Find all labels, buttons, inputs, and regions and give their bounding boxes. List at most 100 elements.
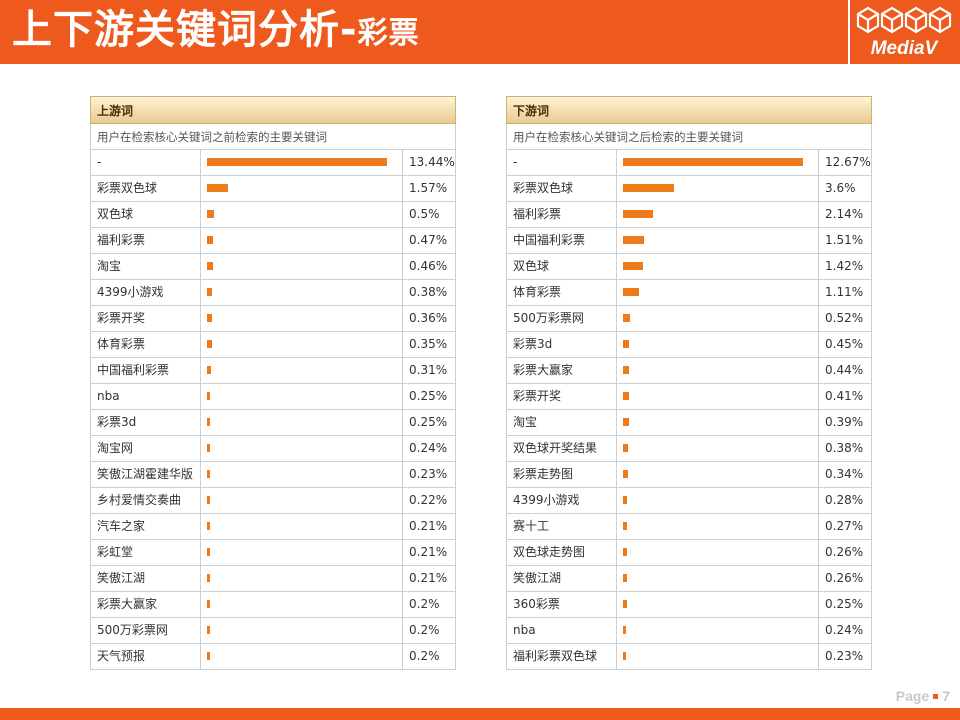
table-row: 淘宝 0.39% [506,410,872,436]
table-row: 笑傲江湖霍建华版 0.23% [90,462,456,488]
logo-text: MediaV [870,38,938,59]
percent-bar [623,392,629,400]
bar-cell [201,384,403,409]
percent-bar [207,288,212,296]
keyword-cell: 双色球 [91,202,201,227]
bar-cell [617,488,819,513]
keyword-cell: 4399小游戏 [507,488,617,513]
bar-cell [617,358,819,383]
bar-cell [617,332,819,357]
percent-cell: 12.67% [825,155,871,169]
percent-cell: 0.26% [825,545,864,559]
percent-cell: 0.24% [825,623,864,637]
table-row: 彩票大赢家 0.44% [506,358,872,384]
keyword-cell: 笑傲江湖霍建华版 [91,462,201,487]
table-row: 淘宝 0.46% [90,254,456,280]
table-row: 笑傲江湖 0.26% [506,566,872,592]
bar-cell [617,462,819,487]
bar-cell [201,462,403,487]
percent-bar [623,600,627,608]
bar-cell [617,410,819,435]
bar-cell [201,566,403,591]
logo-divider [848,0,850,64]
table-row: 双色球 0.5% [90,202,456,228]
percent-bar [207,392,210,400]
percent-cell: 0.52% [825,311,864,325]
header-bar [0,0,960,64]
bar-cell [201,202,403,227]
keyword-cell: 彩虹堂 [91,540,201,565]
bar-cell [201,644,403,669]
percent-cell: 2.14% [825,207,864,221]
keyword-cell: 彩票3d [507,332,617,357]
percent-bar [207,574,210,582]
table-row: - 12.67% [506,150,872,176]
table-row: 彩虹堂 0.21% [90,540,456,566]
table-row: 彩票双色球 3.6% [506,176,872,202]
table-row: 淘宝网 0.24% [90,436,456,462]
percent-bar [623,210,653,218]
table-row: 天气预报 0.2% [90,644,456,670]
table-row: 体育彩票 1.11% [506,280,872,306]
keyword-cell: - [507,150,617,175]
percent-cell: 3.6% [825,181,856,195]
percent-cell: 0.38% [409,285,448,299]
page-dot-icon [933,694,939,699]
table-row: 双色球 1.42% [506,254,872,280]
percent-bar [207,210,214,218]
percent-cell: 0.34% [825,467,864,481]
percent-bar [207,184,228,192]
bar-cell [201,358,403,383]
keyword-cell: 天气预报 [91,644,201,669]
bar-cell [617,202,819,227]
downstream-rows: - 12.67% 彩票双色球 3.6% 福利彩票 2.14% 中国福利彩票 1.51% 双色球 1… [506,150,872,670]
percent-cell: 0.31% [409,363,448,377]
percent-cell: 0.46% [409,259,448,273]
table-row: 500万彩票网 0.52% [506,306,872,332]
table-row: 体育彩票 0.35% [90,332,456,358]
percent-bar [623,548,627,556]
page-label-text: Page [895,688,930,704]
bar-cell [201,176,403,201]
keyword-cell: 福利彩票 [507,202,617,227]
percent-cell: 0.21% [409,519,448,533]
keyword-cell: 360彩票 [507,592,617,617]
upstream-keywords-table: 上游词 用户在检索核心关键词之前检索的主要关键词 - 13.44% 彩票双色球 1.5… [90,96,456,670]
upstream-description: 用户在检索核心关键词之前检索的主要关键词 [90,124,456,150]
table-row: 乡村爱情交奏曲 0.22% [90,488,456,514]
percent-bar [623,236,644,244]
percent-bar [207,262,213,270]
bar-cell [617,592,819,617]
table-row: 彩票开奖 0.36% [90,306,456,332]
percent-cell: 0.27% [825,519,864,533]
percent-bar [623,652,626,660]
keyword-cell: 福利彩票 [91,228,201,253]
percent-cell: 0.25% [409,415,448,429]
percent-bar [207,470,210,478]
keyword-cell: 赛十工 [507,514,617,539]
percent-cell: 0.44% [825,363,864,377]
table-row: 中国福利彩票 1.51% [506,228,872,254]
bar-cell [617,280,819,305]
table-row: 4399小游戏 0.28% [506,488,872,514]
table-row: 福利彩票 0.47% [90,228,456,254]
percent-cell: 0.23% [825,649,864,663]
bar-cell [617,514,819,539]
table-row: 彩票走势图 0.34% [506,462,872,488]
bar-cell [201,540,403,565]
bar-cell [201,280,403,305]
table-row: 双色球走势图 0.26% [506,540,872,566]
percent-bar [623,418,629,426]
percent-bar [623,574,627,582]
table-row: nba 0.24% [506,618,872,644]
percent-cell: 0.24% [409,441,448,455]
keyword-cell: 中国福利彩票 [507,228,617,253]
percent-cell: 1.51% [825,233,864,247]
percent-bar [623,522,627,530]
percent-bar [207,158,387,166]
table-row: 赛十工 0.27% [506,514,872,540]
percent-cell: 0.36% [409,311,448,325]
keyword-cell: 彩票大赢家 [91,592,201,617]
percent-cell: 0.21% [409,545,448,559]
bar-cell [617,566,819,591]
